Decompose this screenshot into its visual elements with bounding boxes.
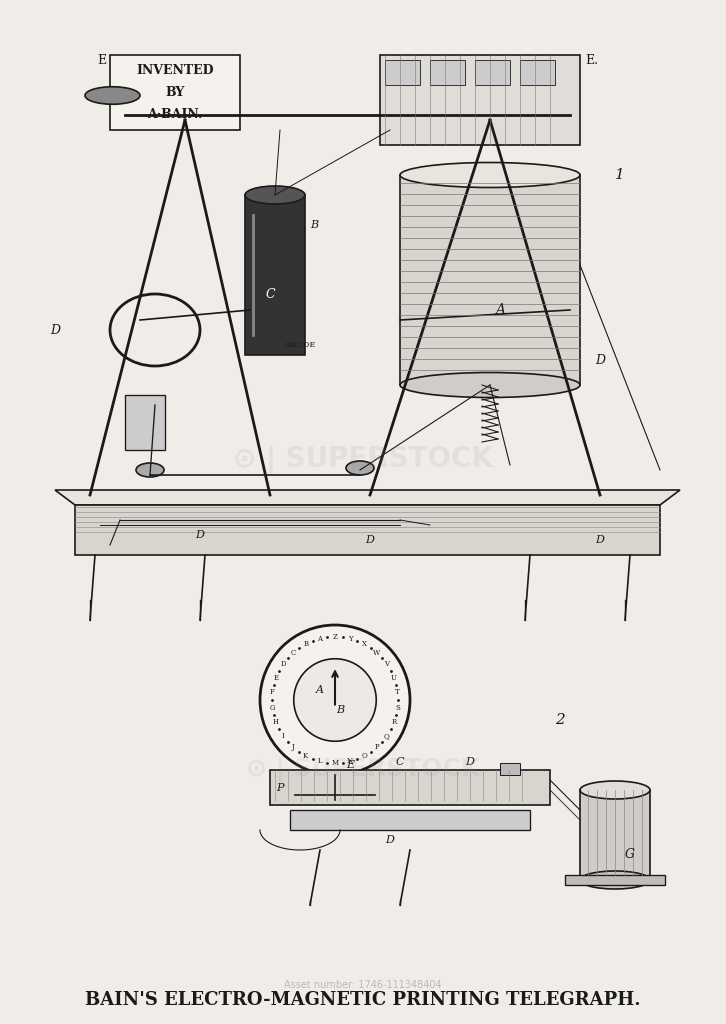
FancyBboxPatch shape: [380, 55, 580, 145]
Text: V: V: [384, 660, 389, 669]
FancyBboxPatch shape: [270, 770, 550, 805]
FancyBboxPatch shape: [290, 810, 530, 830]
Text: E: E: [274, 674, 279, 682]
Text: E: E: [346, 760, 354, 770]
Text: D: D: [595, 353, 605, 367]
FancyBboxPatch shape: [110, 55, 240, 130]
Text: L: L: [317, 757, 322, 765]
Ellipse shape: [110, 294, 200, 366]
Circle shape: [260, 625, 410, 775]
Text: U: U: [391, 674, 397, 682]
FancyBboxPatch shape: [385, 60, 420, 85]
FancyBboxPatch shape: [400, 175, 580, 385]
Text: P: P: [277, 783, 284, 793]
Text: H: H: [273, 719, 279, 726]
Text: A: A: [317, 635, 322, 643]
Text: J: J: [292, 743, 295, 752]
Text: O: O: [362, 752, 367, 760]
Text: Asset number: 1746-111348404: Asset number: 1746-111348404: [284, 980, 442, 990]
Text: INVENTED: INVENTED: [136, 63, 213, 77]
Text: B: B: [336, 705, 344, 715]
Text: D: D: [50, 324, 60, 337]
Text: D: D: [195, 530, 205, 540]
Circle shape: [294, 658, 376, 741]
Ellipse shape: [400, 163, 580, 187]
Text: E.: E.: [585, 53, 598, 67]
Text: Z: Z: [333, 633, 338, 641]
Text: ⊙ | SUPERSTOCK: ⊙ | SUPERSTOCK: [246, 758, 480, 782]
Ellipse shape: [346, 461, 374, 475]
Text: B: B: [303, 640, 309, 648]
FancyBboxPatch shape: [500, 763, 520, 775]
Text: C: C: [265, 289, 275, 301]
Text: F: F: [270, 688, 275, 696]
Text: B: B: [310, 220, 318, 230]
Polygon shape: [55, 490, 680, 505]
Text: Y: Y: [348, 635, 352, 643]
Text: C: C: [290, 649, 296, 656]
Text: BY: BY: [166, 85, 184, 98]
Text: A: A: [316, 685, 324, 695]
Ellipse shape: [85, 87, 140, 104]
Text: G: G: [270, 703, 275, 712]
FancyBboxPatch shape: [475, 60, 510, 85]
Text: D: D: [280, 660, 286, 669]
Text: ⊙ | SUPERSTOCK: ⊙ | SUPERSTOCK: [233, 445, 493, 474]
Text: E: E: [97, 53, 107, 67]
Text: 2: 2: [555, 713, 565, 727]
Text: S: S: [395, 703, 400, 712]
Text: I: I: [282, 732, 285, 739]
Text: D: D: [366, 535, 375, 545]
FancyBboxPatch shape: [245, 195, 305, 355]
Ellipse shape: [136, 463, 164, 477]
Polygon shape: [75, 505, 660, 555]
FancyBboxPatch shape: [565, 874, 665, 885]
Text: Q: Q: [384, 732, 390, 739]
Text: D: D: [595, 535, 605, 545]
Text: ABCDE: ABCDE: [285, 341, 316, 349]
Text: M: M: [332, 759, 338, 767]
Text: A: A: [495, 303, 505, 317]
Text: BAIN'S ELECTRO-MAGNETIC PRINTING TELEGRAPH.: BAIN'S ELECTRO-MAGNETIC PRINTING TELEGRA…: [85, 991, 641, 1009]
Text: A·BAIN.: A·BAIN.: [147, 108, 203, 121]
Text: C: C: [396, 757, 404, 767]
Text: W: W: [373, 649, 380, 656]
Text: X: X: [362, 640, 367, 648]
Ellipse shape: [580, 781, 650, 799]
Text: K: K: [303, 752, 309, 760]
Text: T: T: [395, 688, 400, 696]
FancyBboxPatch shape: [520, 60, 555, 85]
Text: N: N: [347, 757, 353, 765]
Text: P: P: [375, 743, 379, 752]
Ellipse shape: [580, 871, 650, 889]
Ellipse shape: [245, 186, 305, 204]
Ellipse shape: [400, 373, 580, 397]
Text: D: D: [386, 835, 394, 845]
FancyBboxPatch shape: [125, 395, 165, 450]
Text: 1: 1: [615, 168, 625, 182]
Text: G: G: [625, 849, 635, 861]
FancyBboxPatch shape: [430, 60, 465, 85]
Text: R: R: [391, 719, 396, 726]
FancyBboxPatch shape: [580, 790, 650, 880]
Text: D: D: [465, 757, 474, 767]
